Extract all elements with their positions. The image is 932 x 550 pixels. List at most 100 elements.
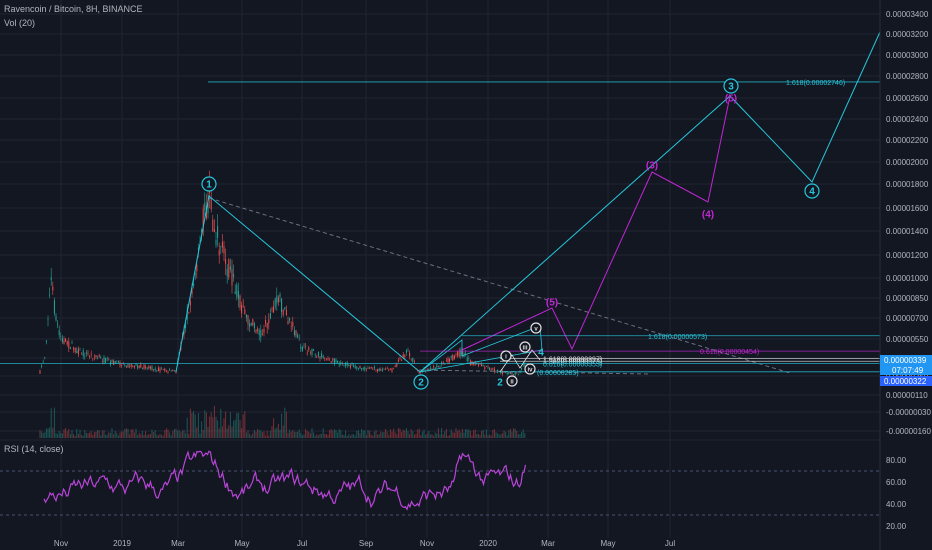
volume-bar — [145, 431, 147, 438]
candle-body — [354, 366, 356, 369]
volume-bar — [205, 412, 207, 438]
candle-body — [284, 307, 286, 310]
volume-bar — [277, 423, 279, 438]
volume-bar — [469, 430, 471, 438]
volume-bar — [188, 433, 190, 438]
volume-bar — [189, 408, 191, 438]
candle-body — [66, 340, 68, 345]
volume-bar — [252, 433, 254, 438]
volume-bar — [341, 434, 343, 438]
candle-body — [124, 365, 126, 366]
fib-label: 1.382(0.00000373) — [543, 359, 602, 366]
wave-label: (3) — [646, 161, 658, 172]
volume-bar — [417, 429, 419, 438]
wave-label: 3 — [728, 82, 734, 93]
candle-body — [351, 364, 353, 366]
volume-bar — [457, 431, 459, 438]
candle-body — [402, 354, 404, 358]
volume-bar — [105, 435, 107, 438]
candle-body — [73, 347, 75, 350]
volume-bar — [140, 434, 142, 438]
volume-bar — [405, 428, 407, 438]
volume-bar — [369, 430, 371, 438]
wave-path-magenta — [461, 95, 731, 351]
candle-body — [39, 370, 41, 374]
volume-bar — [90, 430, 92, 438]
candle-body — [268, 319, 270, 324]
candle-body — [154, 368, 156, 371]
candle-body — [346, 362, 348, 366]
candle-body — [513, 374, 515, 375]
volume-bar — [466, 429, 468, 438]
volume-bar — [433, 435, 435, 438]
volume-bar — [218, 428, 220, 438]
candle-body — [305, 345, 307, 347]
volume-bar — [61, 433, 63, 438]
volume-bar — [133, 432, 135, 438]
candle-body — [191, 287, 193, 295]
volume-bar — [439, 434, 441, 438]
volume-bar — [68, 428, 70, 438]
volume-bar — [217, 420, 219, 438]
volume-bar — [154, 430, 156, 438]
volume-bar — [209, 416, 211, 438]
volume-bar — [194, 414, 196, 438]
candle-body — [185, 324, 187, 329]
candle-body — [293, 330, 295, 336]
wave-subpath-cyan — [419, 325, 543, 373]
volume-bar — [79, 429, 81, 438]
candle-body — [97, 357, 99, 359]
candle-body — [245, 314, 247, 318]
candle-body — [263, 328, 265, 333]
candle-body — [202, 208, 204, 232]
volume-bar — [497, 433, 499, 438]
volume-bar — [340, 430, 342, 438]
candle-body — [353, 365, 355, 367]
candle-body — [399, 358, 401, 359]
volume-bar — [196, 427, 198, 438]
candle-body — [521, 367, 523, 370]
candle-body — [189, 301, 191, 306]
candle-body — [314, 354, 316, 356]
volume-bar — [465, 429, 467, 438]
volume-bar — [365, 435, 367, 438]
candle-body — [381, 369, 383, 371]
candle-body — [490, 369, 492, 371]
time-tick-label: 2020 — [479, 539, 497, 548]
candle-body — [391, 368, 393, 372]
candle-body — [287, 320, 289, 324]
volume-bar — [156, 434, 158, 438]
volume-bar — [199, 433, 201, 438]
volume-bar — [450, 429, 452, 438]
volume-bar — [186, 417, 188, 438]
time-axis[interactable]: Nov 2019 Mar May Jul Sep Nov 2020 Mar May Jul — [54, 539, 675, 548]
candle-body — [135, 364, 137, 366]
price-axis[interactable]: 0.00003400 0.00003200 0.00003000 0.00002800… — [879, 0, 932, 550]
candle-body — [277, 297, 279, 303]
rsi-tick-label: 20.00 — [886, 522, 907, 531]
volume-bars — [39, 405, 526, 438]
volume-bar — [100, 435, 102, 438]
rsi-pane: 80.00 60.00 40.00 20.00 — [0, 450, 907, 531]
volume-bar — [69, 434, 71, 438]
candle-body — [117, 360, 119, 363]
volume-bar — [418, 428, 420, 438]
volume-bar — [165, 428, 167, 438]
candle-body — [151, 366, 153, 371]
wave-label-circle — [201, 176, 217, 192]
volume-bar — [172, 430, 174, 438]
candle-body — [77, 348, 79, 355]
volume-bar — [250, 435, 252, 438]
volume-bar — [108, 432, 110, 438]
candle-body — [409, 352, 411, 357]
volume-bar — [148, 433, 150, 438]
current-price-value: 0.00000339 — [884, 356, 927, 365]
price-tick-label: 0.00000550 — [886, 335, 929, 344]
candle-body — [397, 359, 399, 362]
candle-body — [279, 293, 281, 298]
candle-body — [220, 246, 222, 247]
volume-bar — [521, 431, 523, 438]
volume-bar — [381, 432, 383, 438]
candle-body — [524, 363, 526, 366]
